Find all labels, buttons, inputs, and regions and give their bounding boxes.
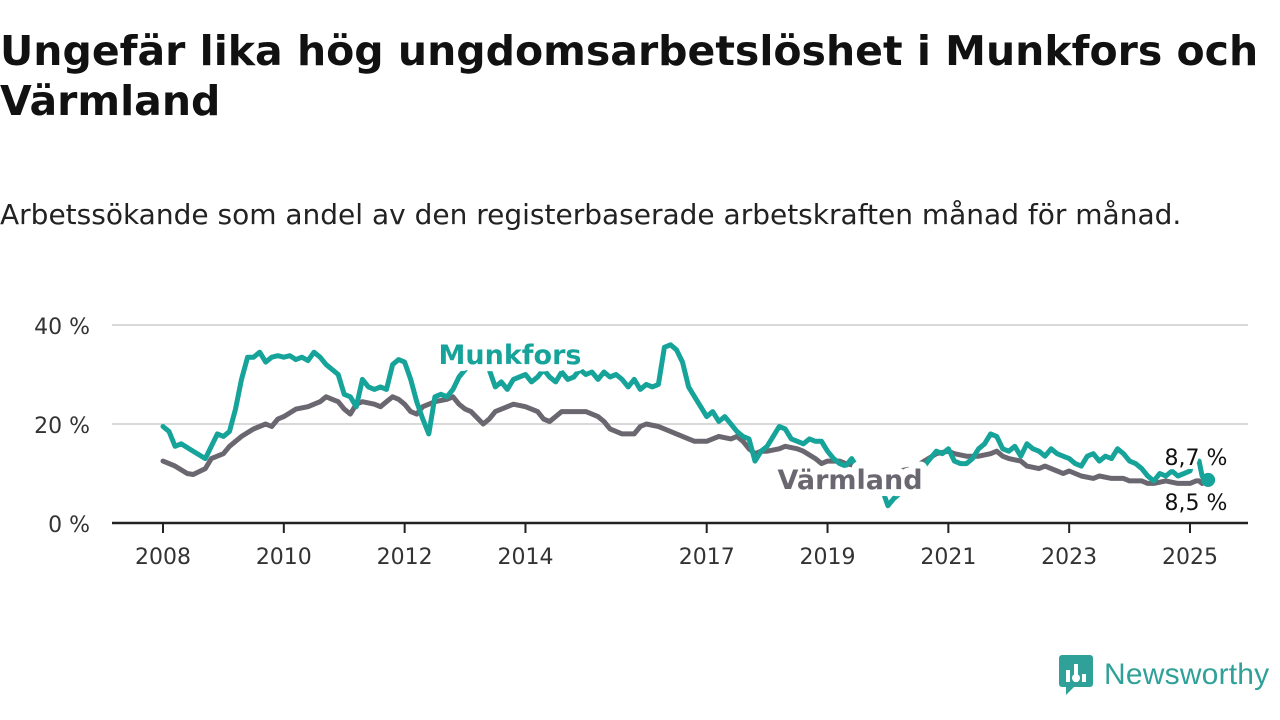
y-tick-label: 40 % [34, 315, 90, 340]
x-tick-label: 2014 [497, 545, 553, 570]
x-tick-label: 2023 [1041, 545, 1097, 570]
y-tick-label: 0 % [48, 513, 90, 538]
x-tick-label: 2021 [920, 545, 976, 570]
chart-title: Ungefär lika hög ungdomsarbetslöshet i M… [0, 27, 1259, 125]
brand-name: Newsworthy [1104, 658, 1270, 691]
munkfors-end-label: 8,7 % [1165, 446, 1228, 471]
munkfors-line [160, 342, 1211, 509]
munkfors-end-label-halo: 8,7 % [1165, 446, 1228, 471]
x-tick-label: 2012 [377, 545, 433, 570]
y-tick-label: 20 % [34, 414, 90, 439]
x-tick-label: 2010 [256, 545, 312, 570]
brand: Newsworthy [1058, 654, 1269, 696]
chart-subtitle: Arbetssökande som andel av den registerb… [0, 198, 1182, 231]
x-tick-label: 2017 [679, 545, 735, 570]
x-tick-label: 2019 [800, 545, 856, 570]
x-tick-label: 2008 [135, 545, 191, 570]
varmland-line [160, 394, 1211, 486]
munkfors-end-marker [1201, 472, 1216, 487]
varmland-label-halo: Värmland [777, 465, 922, 496]
varmland-end-label-halo: 8,5 % [1165, 491, 1228, 516]
newsworthy-logo-icon [1059, 655, 1093, 695]
munkfors-label-halo: Munkfors [439, 340, 582, 371]
munkfors-label: Munkfors [439, 340, 582, 371]
varmland-label: Värmland [777, 465, 922, 496]
x-tick-label: 2025 [1162, 545, 1218, 570]
varmland-end-label: 8,5 % [1165, 491, 1228, 516]
